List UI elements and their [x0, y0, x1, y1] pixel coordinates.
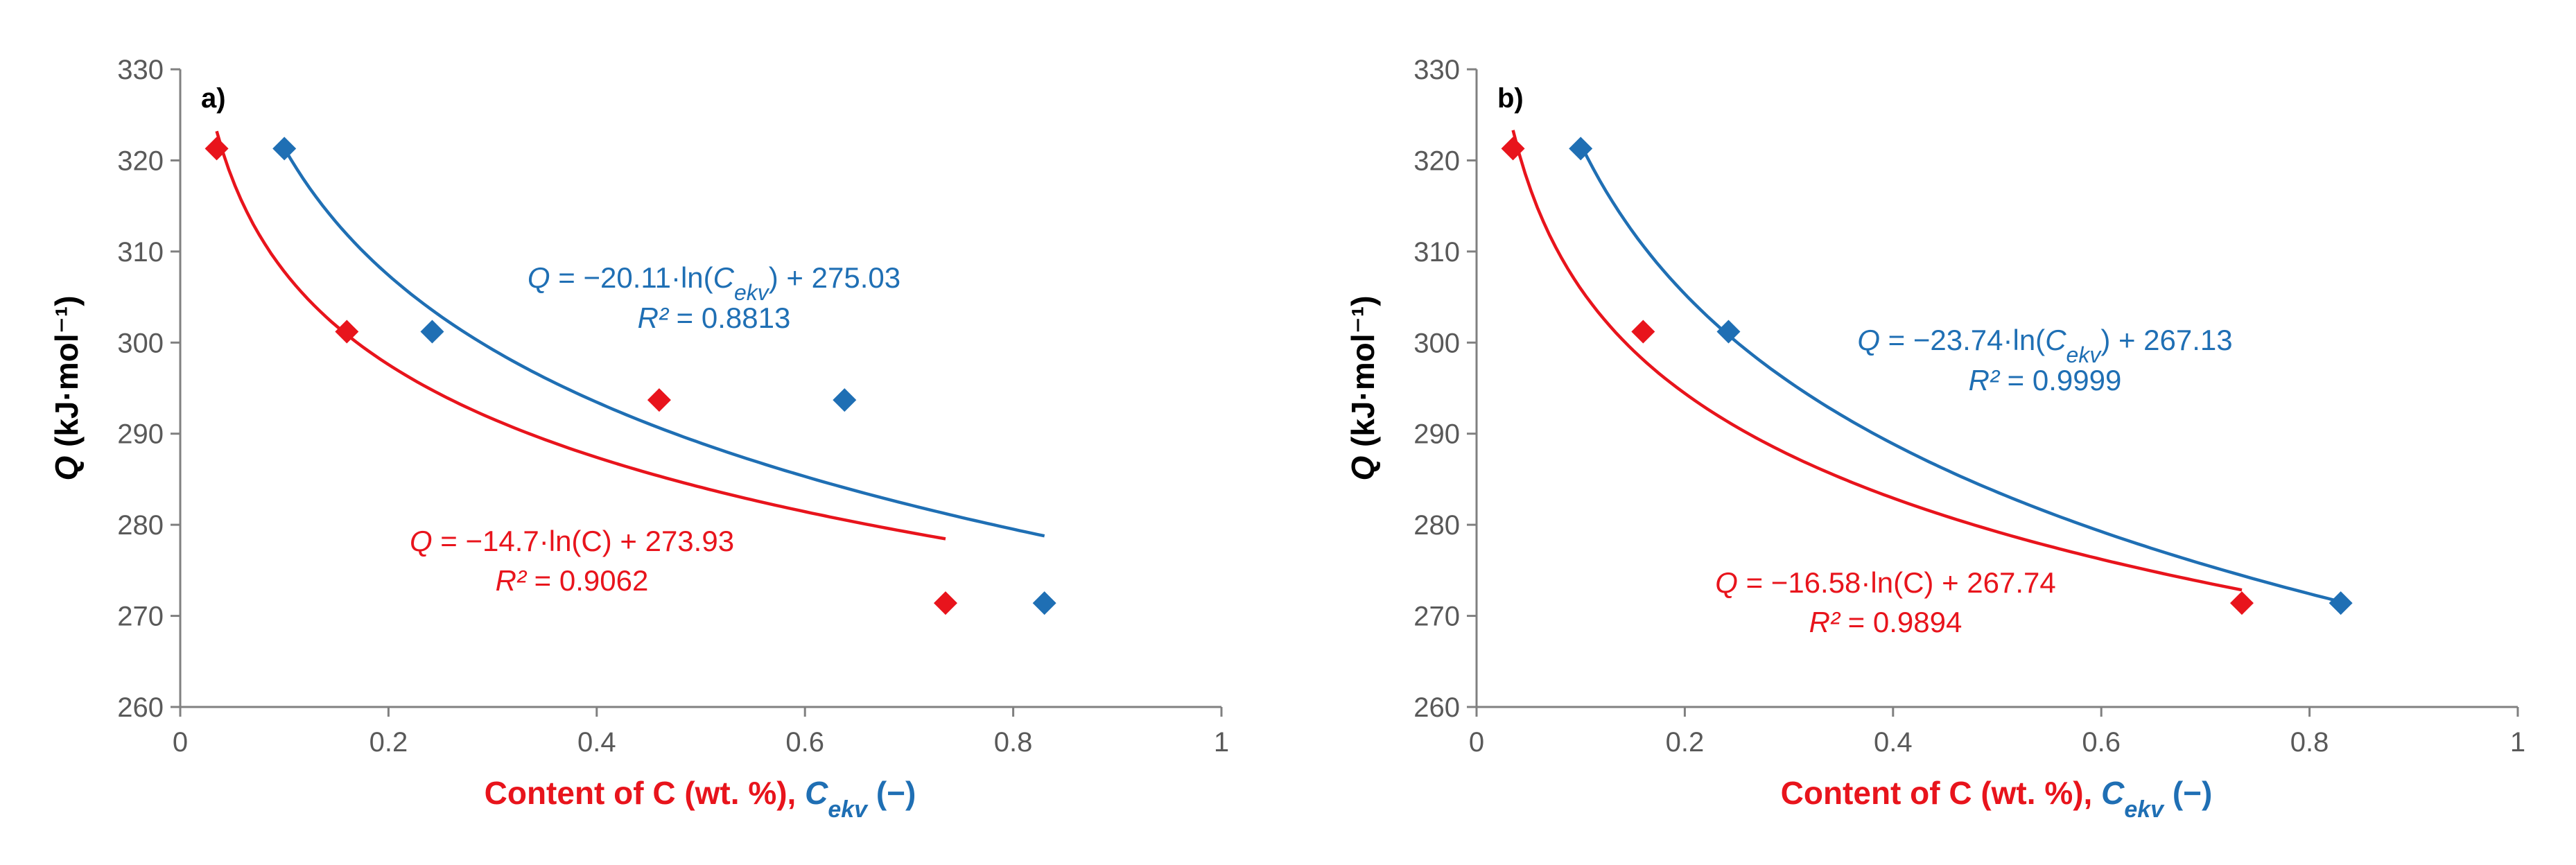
x-tick-label: 0.6 — [2082, 727, 2121, 758]
data-point-C — [2229, 591, 2254, 615]
trendline-C — [215, 130, 946, 541]
data-point-Cekv — [2329, 591, 2353, 615]
data-point-Cekv — [1716, 320, 1741, 344]
x-axis-ticks: 0 0.2 0.4 0.6 0.8 1 — [1469, 707, 2525, 758]
y-tick-label: 280 — [117, 510, 164, 541]
data-point-C — [335, 320, 359, 344]
r2-blue: R² = 0.8813 — [638, 302, 791, 334]
x-tick-label: 1 — [2510, 727, 2525, 758]
y-tick-label: 270 — [117, 602, 164, 632]
y-tick-label: 310 — [117, 237, 164, 268]
y-tick-label: 260 — [1413, 692, 1460, 723]
x-axis-label: Content of C (wt. %), Cekv (−) — [1781, 775, 2213, 823]
r2-red: R² = 0.9062 — [496, 564, 649, 597]
data-point-Cekv — [1032, 591, 1056, 615]
y-axis-label: Q (kJ·mol⁻¹) — [49, 295, 85, 480]
y-tick-label: 300 — [1413, 328, 1460, 358]
equation-blue: Q = −20.11·ln(Cekv) + 275.03 — [528, 261, 900, 305]
trendline-Cekv — [283, 147, 1045, 538]
data-points — [1501, 137, 2353, 615]
data-point-C — [933, 591, 957, 615]
x-tick-label: 0.2 — [369, 727, 408, 758]
trendline-Cekv — [1579, 143, 2342, 604]
x-axis-ticks: 0 0.2 0.4 0.6 0.8 1 — [173, 707, 1229, 758]
equation-red: Q = −14.7·ln(C) + 273.93 — [410, 525, 734, 557]
data-point-C — [204, 137, 229, 161]
panel-label: b) — [1497, 83, 1524, 114]
x-axis-label: Content of C (wt. %), Cekv (−) — [485, 775, 916, 823]
y-axis-ticks: 260 270 280 290 300 310 320 330 — [117, 55, 180, 723]
equation-red: Q = −16.58·ln(C) + 267.74 — [1715, 566, 2055, 599]
y-tick-label: 260 — [117, 692, 164, 723]
y-tick-label: 280 — [1413, 510, 1460, 541]
x-tick-label: 0.2 — [1666, 727, 1705, 758]
equation-blue: Q = −23.74·ln(Cekv) + 267.13 — [1857, 324, 2232, 367]
trendlines — [215, 130, 1045, 541]
x-tick-label: 0.6 — [785, 727, 824, 758]
panel-label: a) — [201, 83, 226, 114]
data-point-Cekv — [1569, 137, 1593, 161]
y-tick-label: 310 — [1413, 237, 1460, 268]
x-tick-label: 0 — [173, 727, 188, 758]
y-axis-ticks: 260 270 280 290 300 310 320 330 — [1413, 55, 1477, 723]
y-tick-label: 290 — [117, 419, 164, 450]
data-point-C — [1631, 320, 1655, 344]
y-tick-label: 330 — [1413, 55, 1460, 85]
data-point-C — [1501, 137, 1525, 161]
x-tick-label: 0.4 — [1874, 727, 1913, 758]
x-tick-label: 1 — [1214, 727, 1229, 758]
x-tick-label: 0.4 — [577, 727, 616, 758]
x-tick-label: 0 — [1469, 727, 1484, 758]
r2-red: R² = 0.9894 — [1809, 606, 1963, 638]
data-point-Cekv — [833, 388, 857, 412]
y-tick-label: 320 — [1413, 146, 1460, 176]
y-tick-label: 320 — [117, 146, 164, 176]
data-point-Cekv — [420, 320, 444, 344]
y-tick-label: 290 — [1413, 419, 1460, 450]
trendline-C — [1511, 130, 2243, 592]
data-points — [204, 137, 1056, 615]
y-tick-label: 330 — [117, 55, 164, 85]
y-tick-label: 300 — [117, 328, 164, 358]
y-axis-label: Q (kJ·mol⁻¹) — [1345, 295, 1381, 480]
r2-blue: R² = 0.9999 — [1969, 364, 2122, 396]
x-tick-label: 0.8 — [994, 727, 1033, 758]
data-point-C — [647, 388, 671, 412]
trendlines — [1511, 130, 2342, 604]
x-tick-label: 0.8 — [2290, 727, 2329, 758]
y-tick-label: 270 — [1413, 602, 1460, 632]
data-point-Cekv — [272, 137, 297, 161]
